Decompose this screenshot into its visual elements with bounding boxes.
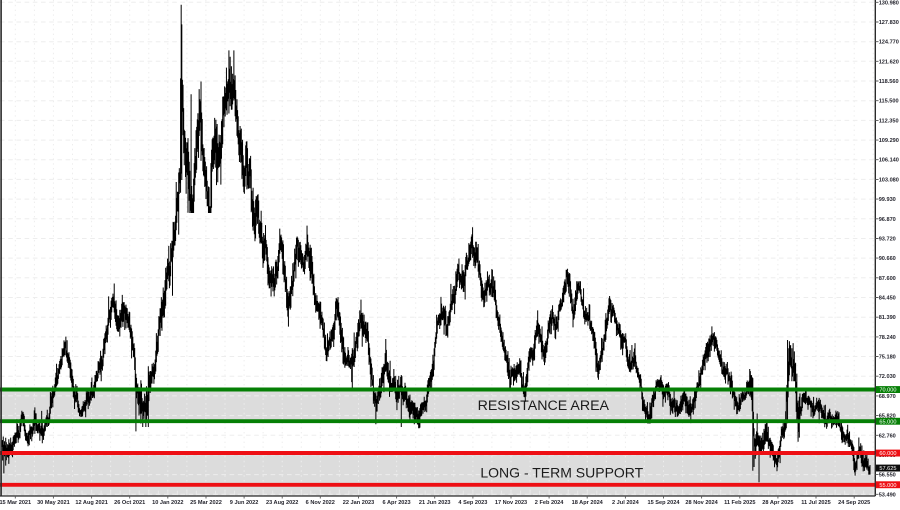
svg-text:28 Nov 2024: 28 Nov 2024 [685,500,718,505]
svg-text:118.560: 118.560 [879,79,899,85]
svg-text:106.140: 106.140 [879,158,899,164]
svg-text:70.000: 70.000 [879,388,896,394]
svg-text:78.240: 78.240 [879,335,896,341]
svg-text:21 Jun 2023: 21 Jun 2023 [419,500,451,505]
svg-text:55.000: 55.000 [879,483,896,489]
svg-text:68.970: 68.970 [879,394,896,400]
svg-text:56.550: 56.550 [879,473,896,479]
svg-text:93.720: 93.720 [879,237,896,243]
svg-text:127.830: 127.830 [879,20,899,26]
svg-text:2 Jul 2024: 2 Jul 2024 [612,500,640,505]
svg-text:53.490: 53.490 [879,492,896,498]
svg-text:RESISTANCE AREA: RESISTANCE AREA [478,398,610,414]
svg-text:26 Oct 2021: 26 Oct 2021 [114,500,145,505]
svg-text:121.620: 121.620 [879,59,899,65]
svg-text:28 Apr 2025: 28 Apr 2025 [762,500,793,505]
svg-text:11 Feb 2025: 11 Feb 2025 [724,500,755,505]
svg-text:130.980: 130.980 [879,0,899,6]
svg-text:18 Apr 2024: 18 Apr 2024 [572,500,604,505]
svg-text:25 Mar 2022: 25 Mar 2022 [190,500,222,505]
svg-text:22 Jan 2023: 22 Jan 2023 [343,500,374,505]
svg-text:112.350: 112.350 [879,118,899,124]
svg-text:15 Mar 2021: 15 Mar 2021 [0,500,31,505]
svg-text:57.625: 57.625 [879,466,896,472]
svg-text:90.660: 90.660 [879,256,896,262]
svg-text:60.000: 60.000 [879,451,896,457]
svg-text:10 Jan 2022: 10 Jan 2022 [152,500,183,505]
svg-text:62.760: 62.760 [879,433,896,439]
svg-text:99.930: 99.930 [879,197,896,203]
svg-text:96.870: 96.870 [879,217,896,223]
svg-text:23 Aug 2022: 23 Aug 2022 [266,500,298,505]
svg-text:84.450: 84.450 [879,296,896,302]
svg-text:2 Feb 2024: 2 Feb 2024 [535,500,564,505]
svg-text:103.080: 103.080 [879,177,899,183]
svg-text:124.770: 124.770 [879,40,899,46]
svg-text:24 Sep 2025: 24 Sep 2025 [838,500,870,505]
svg-text:4 Sep 2023: 4 Sep 2023 [458,500,487,505]
svg-text:72.030: 72.030 [879,374,896,380]
svg-text:LONG - TERM SUPPORT: LONG - TERM SUPPORT [480,465,643,481]
svg-text:11 Jul 2025: 11 Jul 2025 [801,500,831,505]
svg-text:87.600: 87.600 [879,276,896,282]
svg-text:30 May 2021: 30 May 2021 [37,500,70,505]
svg-text:65.000: 65.000 [879,419,896,425]
svg-text:6 Nov 2022: 6 Nov 2022 [306,500,335,505]
svg-text:9 Jun 2022: 9 Jun 2022 [230,500,259,505]
svg-text:75.180: 75.180 [879,355,896,361]
svg-text:6 Apr 2023: 6 Apr 2023 [383,500,411,505]
svg-text:115.500: 115.500 [879,99,899,105]
svg-text:81.390: 81.390 [879,315,896,321]
svg-text:12 Aug 2021: 12 Aug 2021 [75,500,107,505]
svg-text:15 Sep 2024: 15 Sep 2024 [647,500,680,505]
svg-text:109.290: 109.290 [879,138,899,144]
svg-text:65.820: 65.820 [879,414,896,420]
svg-text:17 Nov 2023: 17 Nov 2023 [495,500,527,505]
